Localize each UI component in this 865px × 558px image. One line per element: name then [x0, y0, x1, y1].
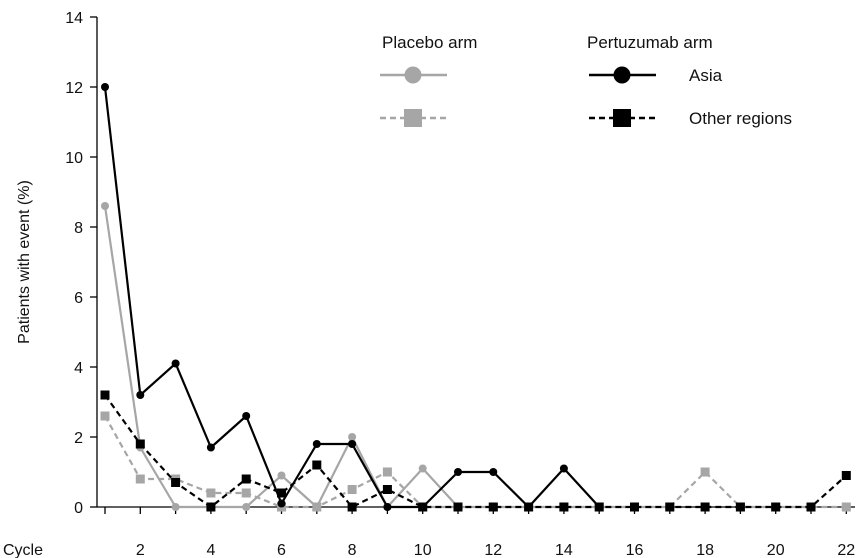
data-point [277, 471, 286, 480]
data-point [312, 440, 321, 448]
y-tick-label: 12 [65, 80, 83, 97]
x-tick-label: 10 [414, 542, 432, 558]
data-point [101, 83, 109, 91]
data-point [453, 502, 463, 512]
x-tick-label: 12 [484, 542, 502, 558]
data-point [242, 503, 251, 511]
data-point [594, 502, 604, 512]
data-point [489, 468, 498, 476]
legend-asia-label: Asia [689, 66, 723, 85]
y-ticks: 0 2 4 6 8 10 12 14 [65, 10, 97, 517]
data-point [242, 412, 251, 420]
data-point [171, 359, 180, 368]
y-tick-label: 8 [74, 220, 83, 237]
x-axis-title: Cycle [3, 542, 43, 558]
legend-placebo-other-marker [404, 109, 422, 127]
series-line [104, 394, 848, 509]
y-tick-label: 2 [74, 430, 83, 447]
legend-placebo-asia-marker [404, 66, 422, 84]
legend-placebo-header: Placebo arm [382, 33, 477, 52]
y-tick-label: 4 [74, 360, 83, 377]
legend-other-regions-label: Other regions [689, 109, 792, 128]
series-layer [100, 83, 851, 512]
series-3 [100, 390, 851, 512]
series-0 [101, 202, 462, 511]
legend: Placebo arm Pertuzumab arm Asia Other re… [380, 33, 792, 128]
series-1 [100, 411, 851, 512]
y-tick-label: 0 [74, 500, 83, 517]
x-ticks: 2 4 6 8 10 12 14 16 18 20 22 [104, 507, 855, 558]
x-tick-label: 18 [696, 542, 714, 558]
data-point [348, 440, 357, 448]
data-point [488, 502, 498, 512]
y-tick-label: 10 [65, 150, 83, 167]
data-point [206, 488, 216, 498]
data-point [700, 467, 710, 477]
x-tick-label: 8 [348, 542, 357, 558]
data-point [841, 471, 851, 480]
x-tick-label: 22 [837, 542, 855, 558]
data-point [771, 502, 781, 512]
data-point [100, 411, 110, 421]
data-point [100, 390, 110, 400]
legend-pertuzumab-asia-marker [613, 66, 631, 84]
data-point [347, 485, 357, 494]
x-tick-label: 6 [277, 542, 286, 558]
data-point [101, 202, 109, 210]
data-point [171, 503, 180, 511]
data-point [348, 433, 357, 441]
series-2 [101, 83, 604, 511]
legend-pertuzumab-other-marker [613, 109, 631, 127]
data-point [841, 502, 851, 512]
data-point [277, 488, 286, 498]
y-tick-label: 6 [74, 290, 83, 307]
x-tick-label: 20 [767, 542, 785, 558]
data-point [135, 439, 145, 449]
data-point [630, 502, 639, 512]
data-point [665, 502, 675, 512]
data-point [277, 499, 286, 508]
x-tick-label: 14 [555, 542, 573, 558]
data-point [524, 502, 534, 512]
data-point [418, 464, 427, 473]
data-point [206, 502, 216, 512]
data-point [700, 502, 710, 512]
y-axis-title: Patients with event (%) [16, 180, 33, 344]
x-tick-label: 4 [206, 542, 215, 558]
data-point [241, 474, 251, 484]
data-point [559, 464, 568, 473]
x-tick-label: 2 [136, 542, 145, 558]
legend-pertuzumab-header: Pertuzumab arm [587, 33, 713, 52]
data-point [418, 502, 428, 512]
data-point [454, 468, 462, 476]
data-point [382, 485, 392, 494]
data-point [171, 478, 181, 487]
data-point [135, 474, 145, 484]
x-tick-label: 16 [626, 542, 644, 558]
data-point [312, 502, 322, 512]
data-point [735, 502, 745, 512]
y-tick-label: 14 [65, 10, 83, 27]
data-point [383, 503, 392, 511]
data-point [559, 502, 569, 512]
axes [96, 17, 855, 508]
data-point [347, 502, 357, 512]
data-point [312, 460, 322, 470]
data-point [382, 467, 392, 477]
series-line [104, 415, 847, 509]
data-point [806, 502, 816, 512]
data-point [136, 391, 145, 399]
data-point [206, 443, 215, 452]
data-point [241, 488, 251, 498]
